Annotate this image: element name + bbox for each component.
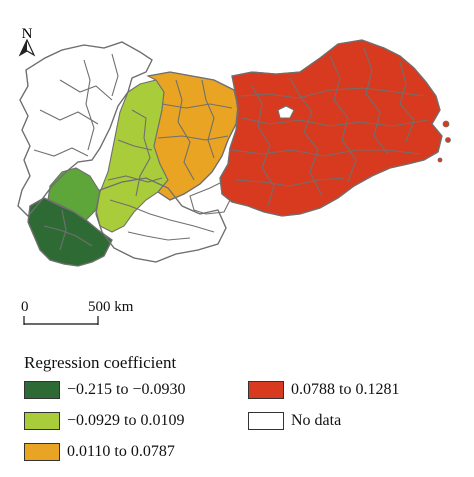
legend-label: 0.0788 to 0.1281 [291, 381, 400, 398]
scale-end-label: 500 km [88, 299, 134, 315]
legend-label: 0.0110 to 0.0787 [67, 443, 175, 460]
legend-label: −0.0929 to 0.0109 [67, 412, 185, 429]
legend-swatch [24, 381, 60, 399]
county-boundaries [33, 47, 429, 251]
legend-swatch [24, 443, 60, 461]
legend-label: −0.215 to −0.0930 [67, 381, 186, 398]
north-label: N [22, 26, 33, 42]
legend-item-light-green: −0.0929 to 0.0109 [24, 412, 224, 432]
scale-start-label: 0 [21, 299, 29, 315]
legend-swatch [248, 412, 284, 430]
legend-item-no-data: No data [248, 412, 448, 432]
legend-swatch [24, 412, 60, 430]
map-regions [17, 39, 451, 267]
legend-swatch [248, 381, 284, 399]
coastal-islands [437, 120, 451, 163]
legend-item-orange: 0.0110 to 0.0787 [24, 443, 224, 463]
region-outlines [17, 39, 443, 267]
legend-item-red: 0.0788 to 0.1281 [248, 381, 448, 401]
region-red [219, 39, 443, 217]
north-arrow-icon: N [18, 26, 36, 57]
legend-label: No data [291, 412, 342, 429]
legend-title: Regression coefficient [24, 353, 177, 372]
north-arrow-fill [20, 40, 27, 55]
region-red-hole-no-data [277, 105, 295, 119]
legend-item-dark-green: −0.215 to −0.0930 [24, 381, 224, 401]
scale-bar [23, 316, 99, 325]
